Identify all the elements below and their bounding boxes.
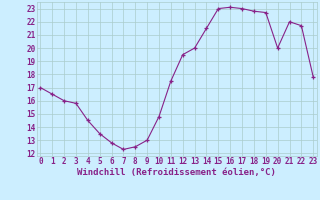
X-axis label: Windchill (Refroidissement éolien,°C): Windchill (Refroidissement éolien,°C) [77, 168, 276, 177]
